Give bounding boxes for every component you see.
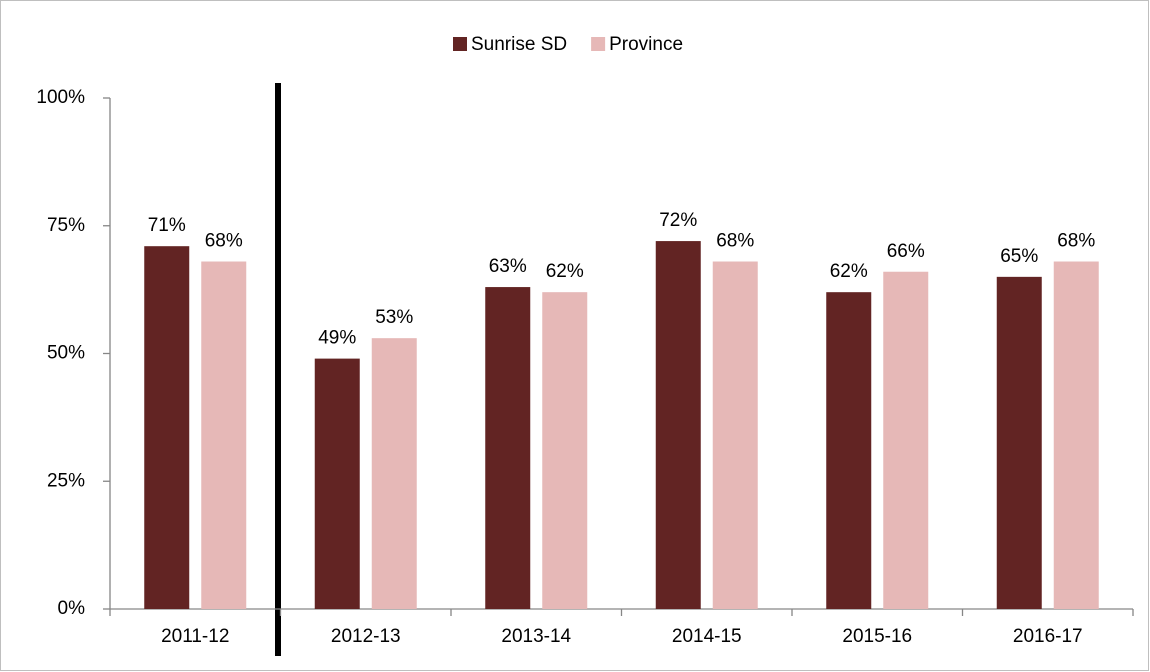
legend-label: Sunrise SD <box>471 34 567 55</box>
bar <box>996 276 1042 609</box>
data-label: 63% <box>489 256 527 277</box>
legend-label: Province <box>609 34 683 55</box>
data-label: 65% <box>1000 246 1038 267</box>
bar <box>883 271 929 609</box>
data-label: 68% <box>1057 231 1095 252</box>
y-tick-label: 25% <box>47 470 85 491</box>
x-tick-label: 2013-14 <box>501 626 571 647</box>
data-label: 68% <box>205 231 243 252</box>
x-tick-label: 2012-13 <box>331 626 401 647</box>
legend-swatch <box>591 37 606 51</box>
data-label: 49% <box>318 328 356 349</box>
x-tick-label: 2015-16 <box>842 626 912 647</box>
data-label: 71% <box>148 215 186 236</box>
bar <box>712 261 758 609</box>
x-tick-label: 2016-17 <box>1013 626 1083 647</box>
bar <box>655 241 701 609</box>
data-label: 72% <box>659 210 697 231</box>
bar <box>371 338 417 609</box>
bar <box>542 292 588 609</box>
y-tick-label: 0% <box>58 598 86 619</box>
data-label: 68% <box>716 231 754 252</box>
x-tick-label: 2011-12 <box>161 626 229 647</box>
data-label: 53% <box>375 307 413 328</box>
legend-swatch <box>453 37 467 51</box>
bar <box>1053 261 1099 609</box>
bar <box>826 292 872 609</box>
data-label: 66% <box>887 241 925 262</box>
x-tick-label: 2014-15 <box>672 626 742 647</box>
y-tick-label: 75% <box>47 215 85 236</box>
data-label: 62% <box>830 261 868 282</box>
bar <box>144 246 190 609</box>
data-label: 62% <box>546 261 584 282</box>
bar <box>485 287 531 609</box>
bar <box>201 261 247 609</box>
bar <box>314 358 360 609</box>
y-tick-label: 100% <box>36 87 85 108</box>
y-tick-label: 50% <box>47 343 85 364</box>
